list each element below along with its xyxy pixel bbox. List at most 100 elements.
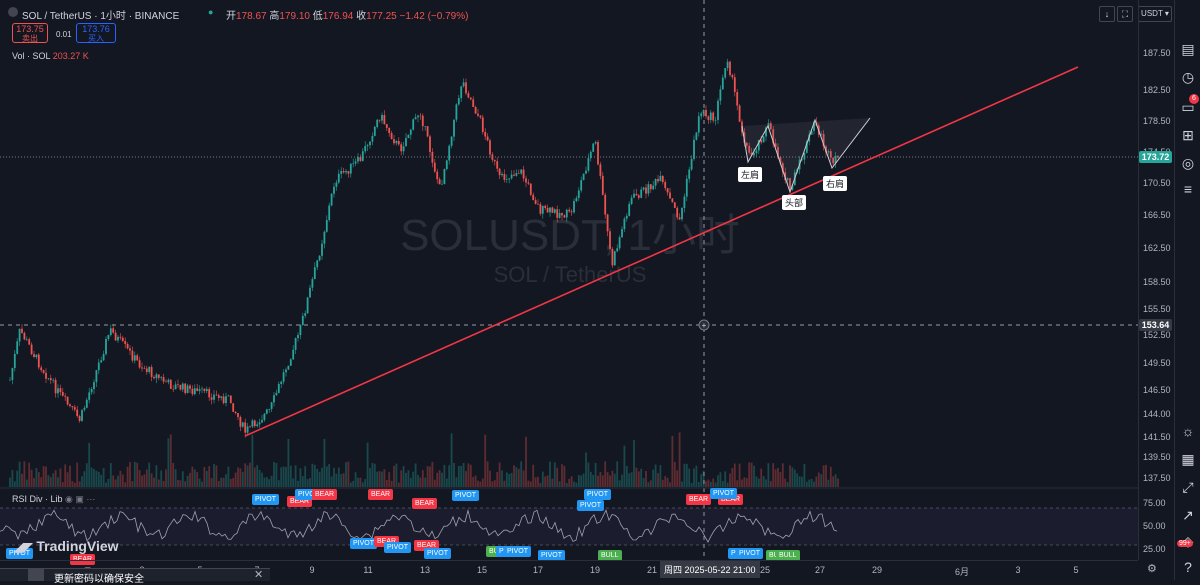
candle-body: [90, 389, 93, 393]
rsi-signal-bear: BEAR: [287, 496, 313, 507]
volume-bar: [203, 467, 206, 487]
candle-body: [155, 374, 158, 379]
volume-bar: [513, 465, 515, 487]
calendar-icon[interactable]: ▦: [1181, 451, 1195, 467]
candle-body: [141, 367, 143, 369]
candle-body: [654, 179, 657, 186]
volume-bar: [105, 482, 107, 487]
volume-bar: [414, 463, 417, 487]
rsi-signal-pivot: PIVOT: [350, 538, 378, 549]
volume-bar: [477, 480, 479, 487]
candle-body: [21, 328, 23, 333]
bookmark-icon[interactable]: ▤: [1181, 41, 1195, 57]
candle-body: [474, 106, 477, 114]
candle-body: [33, 354, 35, 358]
candle-body: [700, 113, 703, 117]
volume-bar: [301, 476, 304, 487]
target-icon[interactable]: ◎: [1181, 155, 1195, 171]
chart-trend-icon[interactable]: ↗: [1182, 507, 1194, 523]
time-tick: 25: [759, 565, 771, 575]
volume-bar: [282, 466, 285, 487]
volume-bar: [165, 469, 167, 487]
volume-bar: [47, 475, 50, 487]
clock-icon[interactable]: ◷: [1181, 69, 1195, 85]
price-tick: 170.50: [1143, 178, 1171, 188]
settings-gear-icon[interactable]: ⚙: [1147, 563, 1157, 575]
volume-bar: [249, 462, 251, 487]
volume-bar: [753, 465, 755, 487]
candle-body: [789, 178, 791, 190]
crosshair-time-tag: 周四 2025-05-22 21:00: [660, 561, 760, 578]
candle-body: [18, 328, 21, 342]
volume-bar: [726, 482, 729, 487]
volume-bar: [671, 435, 674, 487]
right-toolbar: ▤ ◷ ▭ 6 ⊞ ◎ ≡ ☼ ▦ ⤢ ↗ ◈ 99+ ?: [1174, 0, 1200, 580]
symbol-title[interactable]: SOL / TetherUS · 1小时 · BINANCE: [22, 11, 180, 22]
volume-bar: [85, 463, 88, 487]
sell-button[interactable]: 173.75 卖出: [12, 23, 48, 43]
candle-body: [510, 174, 513, 179]
lightbulb-icon[interactable]: ☼: [1181, 423, 1195, 439]
volume-bar: [445, 478, 448, 487]
candle-body: [438, 179, 441, 185]
candle-body: [786, 178, 789, 181]
volume-bar: [517, 468, 520, 487]
candle-body: [282, 372, 285, 382]
right-shoulder-label: 右肩: [823, 176, 848, 191]
volume-bar: [328, 464, 331, 487]
candle-body: [455, 104, 458, 120]
volume-bar: [481, 478, 484, 487]
volume-bar: [469, 464, 472, 487]
volume-bar: [155, 465, 158, 487]
list-icon[interactable]: ≡: [1183, 181, 1193, 197]
candle-body: [726, 61, 729, 69]
volume-bar: [654, 464, 657, 487]
candle-body: [35, 354, 38, 358]
candle-body: [457, 98, 460, 105]
notice-bar[interactable]: 更新密码以确保安全 ✕: [0, 568, 270, 585]
buy-button[interactable]: 173.76 买入: [76, 23, 116, 43]
volume-bar: [342, 473, 345, 487]
volume-bar: [779, 471, 782, 487]
volume-bar: [820, 474, 823, 487]
rsi-legend[interactable]: RSI Div · Lib ◉ ▣ ⋯: [12, 494, 96, 504]
volume-bar: [623, 445, 626, 487]
candle-body: [409, 129, 412, 135]
volume-bar: [129, 462, 131, 487]
tradingview-logo[interactable]: ◢◤ TradingView: [14, 538, 119, 554]
candle-body: [383, 114, 386, 125]
volume-bar: [222, 477, 225, 487]
volume-bar: [169, 434, 172, 487]
volume-bar: [117, 475, 119, 487]
volume-bar: [321, 467, 323, 487]
download-icon[interactable]: ↓: [1099, 6, 1115, 22]
candle-body: [539, 204, 542, 214]
candle-body: [829, 151, 832, 158]
volume-bar: [534, 477, 537, 487]
volume-bar: [23, 461, 26, 487]
close-icon[interactable]: ✕: [254, 569, 264, 581]
price-scale[interactable]: 187.50182.50178.50174.50170.50166.50162.…: [1138, 0, 1175, 560]
expand-icon[interactable]: ⤢: [1182, 479, 1194, 495]
candle-body: [28, 339, 31, 345]
volume-bar: [390, 480, 393, 487]
left-shoulder-label: 左肩: [738, 167, 763, 182]
volume-bar: [803, 463, 806, 487]
price-chart[interactable]: SOLUSDT, 1小时 SOL / TetherUS +: [0, 0, 1138, 560]
volume-bar: [299, 468, 302, 487]
candle-body: [366, 145, 369, 147]
volume-bar: [201, 481, 203, 487]
fullscreen-icon[interactable]: ⛶: [1117, 6, 1133, 22]
help-icon[interactable]: ?: [1184, 559, 1192, 575]
candle-body: [592, 143, 595, 152]
grid-icon[interactable]: ⊞: [1182, 127, 1194, 143]
volume-bar: [570, 476, 573, 487]
volume-bar: [97, 471, 100, 487]
candle-body: [177, 384, 179, 386]
candle-body: [601, 175, 604, 195]
candle-body: [215, 394, 218, 396]
candle-body: [757, 140, 760, 151]
price-tick: 187.50: [1143, 48, 1171, 58]
volume-bar: [462, 463, 465, 487]
candle-body: [505, 179, 508, 180]
